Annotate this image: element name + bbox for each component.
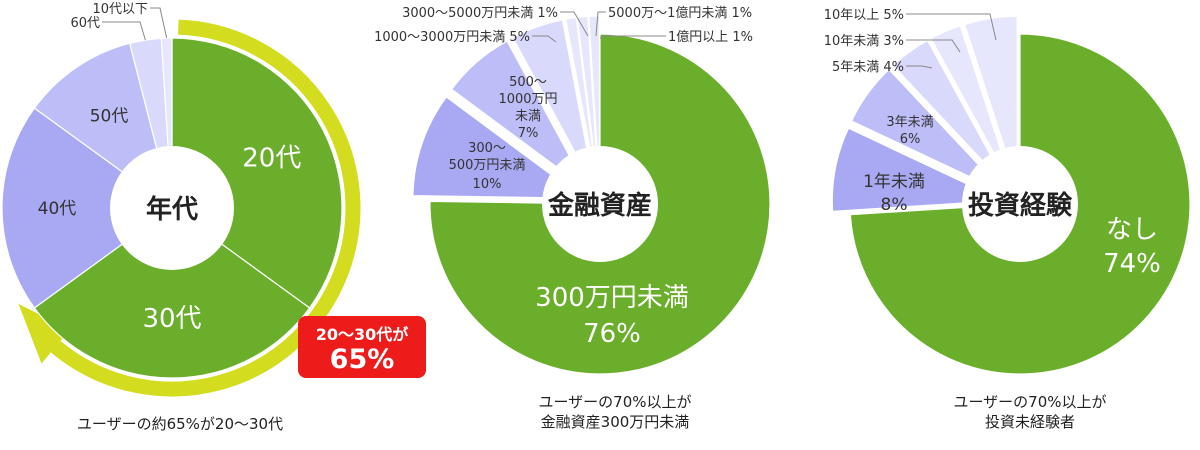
pie-slice bbox=[33, 207, 311, 379]
arrow-body bbox=[50, 19, 361, 397]
caption-line: ユーザーの70%以上が bbox=[538, 393, 692, 411]
center-label: 年代 bbox=[146, 194, 198, 225]
slice-label: 10代以下 bbox=[92, 2, 148, 17]
highlight-badge: 20〜30代が 65% bbox=[298, 316, 426, 378]
slice-label: 20代 bbox=[242, 143, 301, 173]
badge-line-2: 65% bbox=[329, 344, 395, 375]
leader-line bbox=[906, 39, 961, 53]
slice-label: 1000万円 bbox=[498, 92, 557, 107]
pie-slice bbox=[588, 15, 601, 187]
slice-label: 50代 bbox=[90, 106, 129, 126]
leader-line bbox=[906, 13, 997, 41]
slice-label: 10年未満 3% bbox=[824, 34, 904, 49]
slice-label: 1年未満 bbox=[863, 172, 925, 192]
leader-line bbox=[532, 35, 557, 43]
slice-label: 10年以上 5% bbox=[824, 8, 904, 23]
donut-hole bbox=[542, 146, 658, 262]
caption-line: ユーザーの70%以上が bbox=[953, 393, 1107, 411]
pie-slice bbox=[831, 127, 1003, 212]
experience-caption: ユーザーの70%以上が 投資未経験者 bbox=[880, 392, 1180, 432]
leader-line bbox=[560, 11, 589, 37]
caption-line: ユーザーの約65%が20〜30代 bbox=[76, 415, 284, 433]
slice-pct: 7% bbox=[518, 126, 539, 141]
slice-label: 300〜 bbox=[468, 141, 506, 156]
financial-assets-donut-chart: 金融資産 300万円未満 76% 300〜 500万円未満 10% 500〜 1000万円未満… bbox=[374, 5, 771, 375]
badge-line-1: 20〜30代が bbox=[315, 325, 409, 344]
pie-slice bbox=[930, 25, 1014, 188]
slice-label: 5年未満 4% bbox=[832, 60, 904, 75]
leader-line bbox=[906, 65, 933, 69]
caption-line: 金融資産300万円未満 bbox=[540, 413, 690, 431]
leader-line bbox=[102, 21, 146, 41]
leader-line bbox=[595, 11, 606, 37]
center-label: 投資経験 bbox=[968, 190, 1073, 221]
caption-line: 投資未経験者 bbox=[984, 413, 1075, 431]
slice-label: 3000〜5000万円未満 1% bbox=[402, 6, 558, 21]
pie-slice bbox=[850, 68, 1006, 194]
pie-slice bbox=[450, 40, 589, 191]
age-caption: ユーザーの約65%が20〜30代 bbox=[20, 414, 340, 434]
slice-label: 60代 bbox=[70, 16, 100, 31]
pie-slice bbox=[1, 107, 174, 309]
slice-pct: 6% bbox=[900, 132, 921, 147]
slice-label: 500〜 bbox=[509, 75, 547, 90]
pie-slice bbox=[171, 37, 343, 309]
highlight-arrow bbox=[18, 19, 361, 397]
slice-label: 1億円以上 1% bbox=[668, 29, 753, 45]
slice-label: なし bbox=[1106, 215, 1158, 245]
slice-label: 40代 bbox=[38, 199, 77, 219]
pie-slice bbox=[564, 16, 598, 187]
slice-label: 3年未満 bbox=[886, 115, 933, 130]
slice-label: 未満 bbox=[515, 109, 541, 124]
center-label: 金融資産 bbox=[547, 190, 652, 221]
donut-hole bbox=[110, 146, 234, 270]
pie-slice bbox=[429, 33, 771, 375]
slice-label: 5000万〜1億円未満 1% bbox=[608, 5, 752, 21]
slice-pct: 76% bbox=[583, 319, 641, 349]
slice-label: 1000〜3000万円未満 5% bbox=[374, 30, 530, 45]
pie-slice bbox=[511, 19, 595, 188]
leader-line bbox=[150, 7, 168, 39]
slice-pct: 74% bbox=[1103, 249, 1161, 279]
slice-label: 30代 bbox=[142, 304, 201, 334]
leader-line bbox=[599, 35, 666, 39]
pie-slice bbox=[412, 96, 585, 199]
slice-label: 500万円未満 bbox=[449, 158, 526, 173]
slice-pct: 10% bbox=[473, 177, 502, 192]
donut-hole bbox=[962, 146, 1078, 262]
assets-caption: ユーザーの70%以上が 金融資産300万円未満 bbox=[460, 392, 770, 432]
arrow-head bbox=[18, 303, 70, 364]
slice-pct: 8% bbox=[881, 195, 908, 215]
slice-label: 300万円未満 bbox=[535, 283, 689, 313]
